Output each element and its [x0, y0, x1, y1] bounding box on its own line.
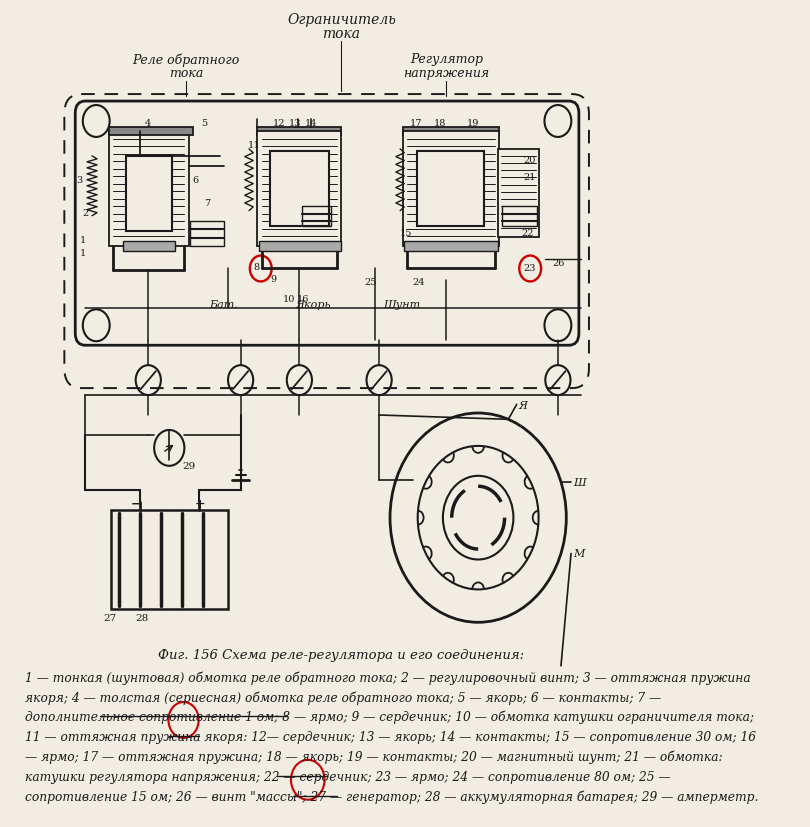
Text: Ограничитель: Ограничитель: [287, 13, 396, 27]
Bar: [258, 127, 341, 135]
Bar: [498, 149, 539, 237]
Text: 22: 22: [522, 228, 535, 237]
Bar: [109, 127, 193, 135]
Text: 8: 8: [254, 262, 259, 271]
Text: 29: 29: [182, 461, 195, 471]
Bar: [190, 221, 224, 246]
Bar: [501, 206, 537, 226]
Text: 23: 23: [523, 264, 536, 273]
Bar: [270, 151, 329, 226]
Text: 26: 26: [553, 259, 565, 267]
Text: 2: 2: [83, 208, 89, 218]
Bar: [417, 151, 484, 226]
Text: 1 — тонкая (шунтовая) обмотка реле обратного тока; 2 — регулировочный винт; 3 — : 1 — тонкая (шунтовая) обмотка реле обрат…: [25, 672, 751, 685]
Text: Регулятор: Регулятор: [410, 53, 483, 66]
Text: 17: 17: [410, 119, 423, 128]
Text: 21: 21: [523, 173, 536, 182]
Text: 5: 5: [201, 119, 207, 128]
Text: тока: тока: [322, 27, 360, 41]
Text: 9: 9: [270, 275, 276, 284]
Text: сопротивление 15 ом; 26 — винт "массы"; 27 — генератор; 28 — аккумуляторная бата: сопротивление 15 ом; 26 — винт "массы"; …: [25, 791, 758, 804]
Bar: [258, 131, 341, 246]
Text: 16: 16: [296, 295, 309, 304]
Text: — ярмо; 17 — оттяжная пружина; 18 — якорь; 19 — контакты; 20 — магнитный шунт; 2: — ярмо; 17 — оттяжная пружина; 18 — якор…: [25, 751, 723, 764]
Text: 19: 19: [467, 119, 480, 128]
Text: 10: 10: [283, 295, 295, 304]
Text: 11: 11: [247, 141, 260, 150]
Text: 7: 7: [204, 198, 211, 208]
Text: дополнительное сопротивление 1 ом; 8 — ярмо; 9 — сердечник; 10 — обмотка катушки: дополнительное сопротивление 1 ом; 8 — я…: [25, 711, 754, 724]
Bar: [403, 131, 499, 246]
Text: напряжения: напряжения: [403, 67, 489, 80]
Text: катушки регулятора напряжения; 22 — сердечник; 23 — ярмо; 24 — сопротивление 80 : катушки регулятора напряжения; 22 — серд…: [25, 771, 671, 784]
Text: Реле обратного: Реле обратного: [132, 53, 240, 67]
Text: Якорь: Якорь: [295, 300, 330, 310]
Text: тока: тока: [168, 67, 203, 80]
Text: 3: 3: [76, 176, 83, 184]
Bar: [404, 241, 498, 251]
Text: Я: Я: [518, 401, 527, 411]
Text: 6: 6: [193, 176, 199, 184]
Text: 1: 1: [79, 236, 86, 245]
Text: 27: 27: [104, 614, 117, 624]
Bar: [259, 241, 341, 251]
Text: 13: 13: [288, 119, 301, 128]
Text: 20: 20: [523, 155, 536, 165]
Bar: [302, 206, 331, 226]
Text: Бат.: Бат.: [209, 300, 237, 310]
Text: −: −: [130, 498, 141, 511]
Bar: [403, 127, 499, 135]
Text: 1: 1: [79, 249, 86, 257]
Text: 25: 25: [364, 279, 377, 288]
Text: 28: 28: [136, 614, 149, 624]
FancyBboxPatch shape: [75, 101, 579, 345]
Text: Фиг. 156 Схема реле-регулятора и его соединения:: Фиг. 156 Схема реле-регулятора и его сое…: [158, 649, 524, 662]
Bar: [123, 241, 175, 251]
Text: 14: 14: [305, 119, 317, 128]
Bar: [109, 131, 189, 246]
Text: Ш: Ш: [573, 478, 586, 488]
Bar: [110, 509, 228, 609]
Text: 11 — оттяжная пружина якоря: 12— сердечник; 13 — якорь; 14 — контакты; 15 — сопр: 11 — оттяжная пружина якоря: 12— сердечн…: [25, 731, 756, 744]
Text: 12: 12: [272, 119, 285, 128]
Text: якоря; 4 — толстая (сериесная) обмотка реле обратного тока; 5 — якорь; 6 — конта: якоря; 4 — толстая (сериесная) обмотка р…: [25, 691, 661, 705]
Bar: [126, 155, 172, 231]
Text: Шунт: Шунт: [383, 300, 420, 310]
Text: +: +: [195, 498, 206, 511]
Text: 24: 24: [412, 279, 425, 288]
Text: 4: 4: [145, 119, 151, 128]
Text: 18: 18: [433, 119, 446, 128]
Text: 15: 15: [400, 228, 412, 237]
Text: М: М: [573, 549, 584, 559]
